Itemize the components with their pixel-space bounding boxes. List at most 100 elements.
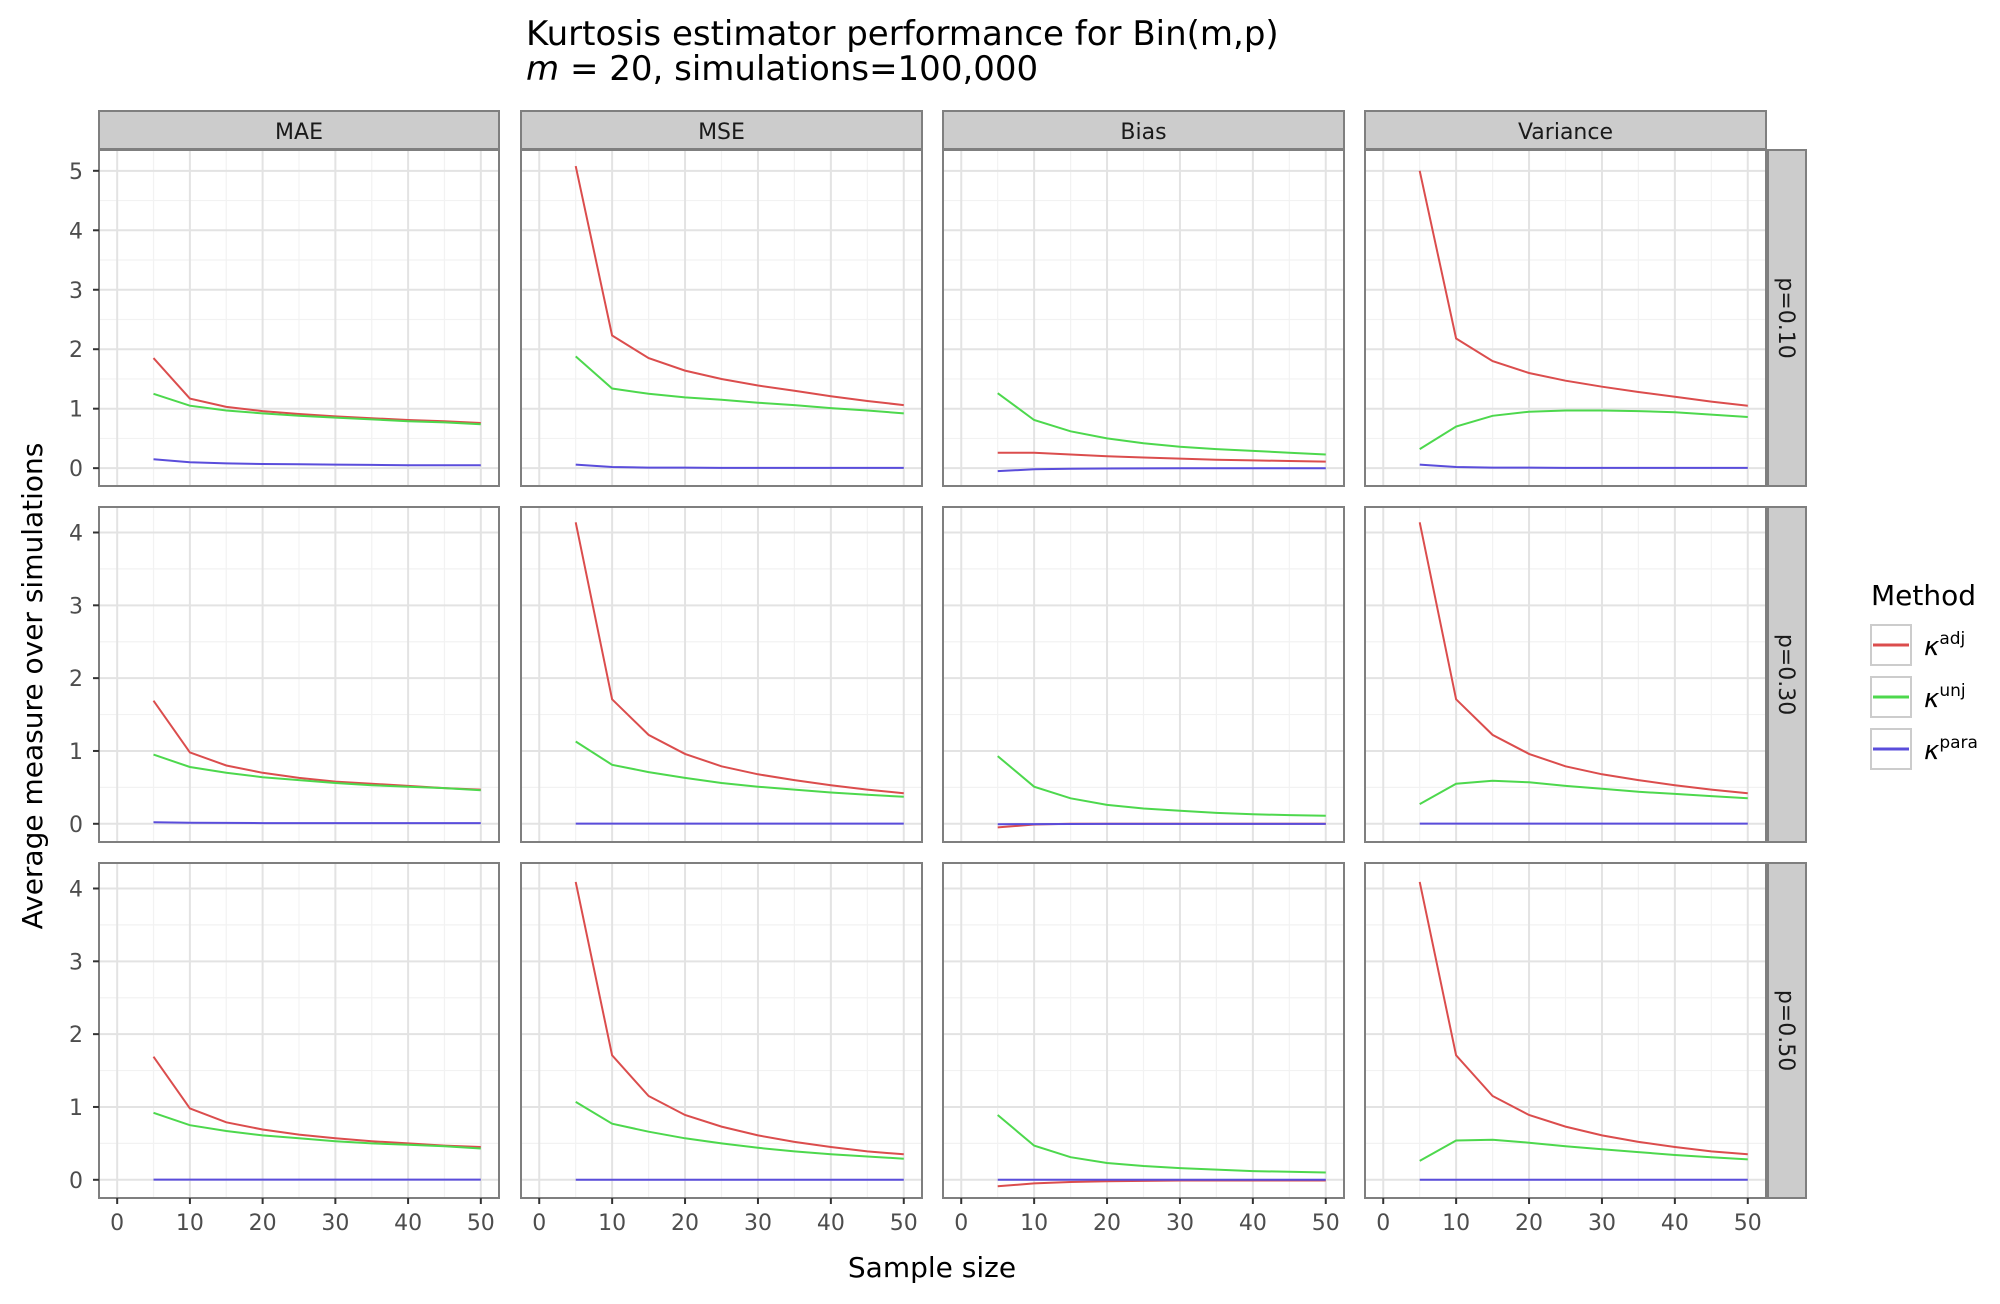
legend-label: κunj [1924, 681, 1966, 714]
x-tick-label: 0 [532, 1211, 546, 1236]
series-line-adj [1420, 171, 1748, 406]
panel-2-0 [99, 863, 499, 1198]
series-line-para [998, 468, 1326, 471]
y-tick-label: 4 [69, 219, 83, 244]
panel-series-2-2 [998, 1115, 1326, 1186]
panel-series-1-3 [1420, 522, 1748, 823]
y-tick-label: 2 [69, 667, 83, 692]
panel-series-0-1 [576, 166, 904, 468]
panel-series-1-1 [576, 522, 904, 823]
panel-1-2 [943, 507, 1344, 842]
series-line-adj [1420, 882, 1748, 1154]
y-tick-label: 2 [69, 1023, 83, 1048]
x-tick-label: 40 [1239, 1211, 1267, 1236]
x-tick-label: 30 [744, 1211, 772, 1236]
y-tick-label: 0 [69, 1169, 83, 1194]
panel-series-1-0 [154, 701, 481, 823]
x-tick-label: 10 [598, 1211, 626, 1236]
x-tick-label: 10 [1020, 1211, 1048, 1236]
legend-label: κpara [1924, 733, 1978, 766]
series-line-adj [154, 358, 481, 423]
legend-title: Method [1871, 579, 1976, 612]
y-tick-label: 1 [69, 398, 83, 423]
y-tick-label: 5 [69, 160, 83, 185]
chart-title-line1: Kurtosis estimator performance for Bin(m… [526, 14, 1279, 54]
y-axis-label: Average measure over simulations [16, 443, 49, 930]
panel-2-1 [521, 863, 922, 1198]
legend-item-para: κpara [1871, 729, 1978, 769]
x-tick-label: 30 [1166, 1211, 1194, 1236]
panels: MAE MSE Bias Variance p=0.10 p=0.30 p=0.50 0 1 2 3… [69, 111, 1806, 1236]
x-tick-label: 0 [954, 1211, 968, 1236]
x-tick-label: 30 [321, 1211, 349, 1236]
x-tick-label: 50 [1734, 1211, 1762, 1236]
chart-title-line2: m = 20, simulations=100,000 [526, 49, 1038, 89]
facet-label-row: p=0.10 [1773, 277, 1798, 358]
series-line-adj [998, 1181, 1326, 1187]
x-tick-label: 40 [817, 1211, 845, 1236]
panel-series-0-0 [154, 358, 481, 465]
x-tick-label: 20 [1515, 1211, 1543, 1236]
panel-series-2-1 [576, 882, 904, 1180]
panel-2-3 [1365, 863, 1766, 1198]
x-tick-label: 50 [467, 1211, 495, 1236]
x-tick-label: 50 [1312, 1211, 1340, 1236]
series-line-unj [1420, 781, 1748, 804]
x-tick-label: 0 [110, 1211, 124, 1236]
x-tick-label: 0 [1376, 1211, 1390, 1236]
series-line-unj [1420, 411, 1748, 450]
x-axis-label: Sample size [848, 1251, 1016, 1284]
x-tick-label: 20 [1093, 1211, 1121, 1236]
series-line-adj [576, 166, 904, 405]
series-line-unj [154, 755, 481, 791]
panel-2-2 [943, 863, 1344, 1198]
legend-item-unj: κunj [1871, 677, 1966, 717]
series-line-adj [576, 522, 904, 793]
y-tick-label: 3 [69, 594, 83, 619]
panel-1-3 [1365, 507, 1766, 842]
series-line-adj [576, 882, 904, 1154]
y-tick-label: 2 [69, 338, 83, 363]
chart-title-var: m [526, 49, 559, 89]
panel-series-2-3 [1420, 882, 1748, 1180]
legend-item-adj: κadj [1871, 625, 1965, 665]
panel-1-0 [99, 507, 499, 842]
y-tick-label: 1 [69, 740, 83, 765]
y-tick-label: 0 [69, 457, 83, 482]
panel-0-0 [99, 150, 499, 486]
panel-0-2 [943, 150, 1344, 486]
panel-0-1 [521, 150, 922, 486]
y-tick-label: 4 [69, 877, 83, 902]
x-tick-label: 40 [1661, 1211, 1689, 1236]
chart-title-eq: = 20, simulations=100,000 [570, 49, 1038, 89]
panel-series-0-2 [998, 393, 1326, 471]
x-tick-label: 20 [671, 1211, 699, 1236]
legend-label: κadj [1924, 629, 1965, 662]
facet-label-col: Variance [1518, 120, 1613, 145]
facet-label-col: MSE [698, 120, 745, 145]
x-tick-label: 10 [1442, 1211, 1470, 1236]
y-tick-label: 0 [69, 813, 83, 838]
series-line-unj [576, 356, 904, 413]
series-line-para [576, 465, 904, 468]
series-line-para [1420, 465, 1748, 468]
facet-label-col: MAE [275, 120, 323, 145]
x-tick-label: 50 [890, 1211, 918, 1236]
legend: κadj κunj κpara [1871, 625, 1978, 769]
series-line-para [154, 459, 481, 465]
facet-label-row: p=0.50 [1773, 990, 1798, 1071]
series-line-unj [998, 393, 1326, 454]
y-tick-label: 4 [69, 521, 83, 546]
facet-label-col: Bias [1120, 120, 1166, 145]
series-line-unj [998, 756, 1326, 816]
series-line-adj [998, 453, 1326, 462]
panel-series-2-0 [154, 1057, 481, 1180]
x-tick-label: 30 [1588, 1211, 1616, 1236]
y-tick-label: 1 [69, 1096, 83, 1121]
facet-label-row: p=0.30 [1773, 634, 1798, 715]
x-tick-label: 10 [176, 1211, 204, 1236]
x-tick-label: 20 [249, 1211, 277, 1236]
series-line-para [154, 822, 481, 823]
